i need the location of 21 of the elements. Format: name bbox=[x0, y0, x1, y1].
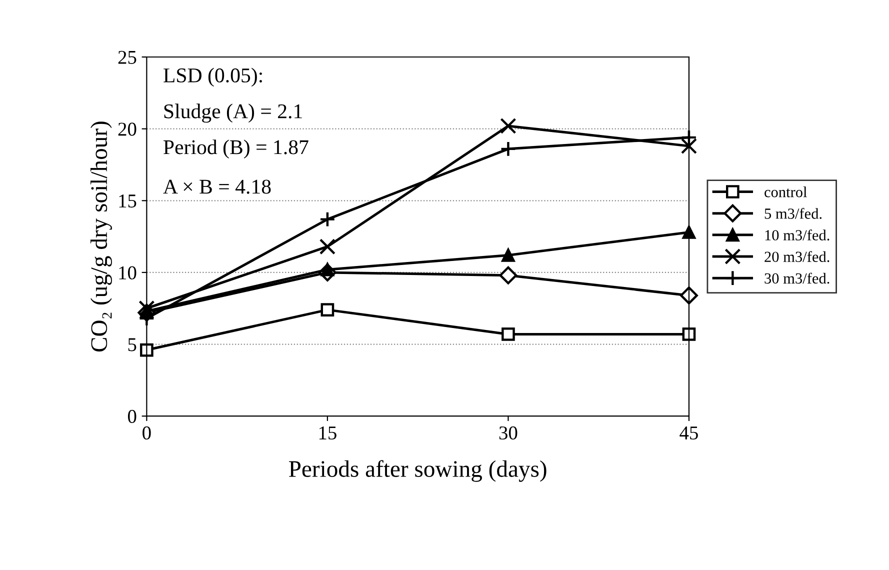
y-tick-label: 15 bbox=[119, 194, 136, 208]
legend-label: control bbox=[764, 186, 807, 198]
y-tick-label: 25 bbox=[118, 50, 136, 64]
x-tick-label: 15 bbox=[319, 426, 336, 440]
annotation: LSD (0.05): bbox=[164, 68, 262, 87]
y-tick-label: 20 bbox=[118, 122, 136, 136]
x-axis-title: Periods after sowing (days) bbox=[289, 460, 546, 482]
y-tick-label: 10 bbox=[119, 266, 136, 280]
y-tick-label: 0 bbox=[128, 410, 136, 424]
y-axis-title: CO₂ (ug/g dry soil/hour) bbox=[90, 122, 112, 352]
legend-label: 5 m3/fed. bbox=[764, 208, 822, 219]
x-tick-label: 0 bbox=[142, 426, 151, 440]
legend-label: 10 m3/fed. bbox=[765, 230, 830, 240]
x-tick-label: 30 bbox=[499, 426, 518, 440]
y-tick-label: 5 bbox=[128, 338, 136, 352]
annotation: A × B = 4.18 bbox=[163, 180, 271, 194]
legend-label: 20 m3/fed. bbox=[764, 251, 830, 262]
annotation: Sludge (A) = 2.1 bbox=[164, 104, 302, 123]
legend-label: 30 m3/fed. bbox=[764, 272, 830, 284]
x-tick-label: 45 bbox=[680, 426, 698, 440]
annotation: Period (B) = 1.87 bbox=[164, 140, 308, 158]
